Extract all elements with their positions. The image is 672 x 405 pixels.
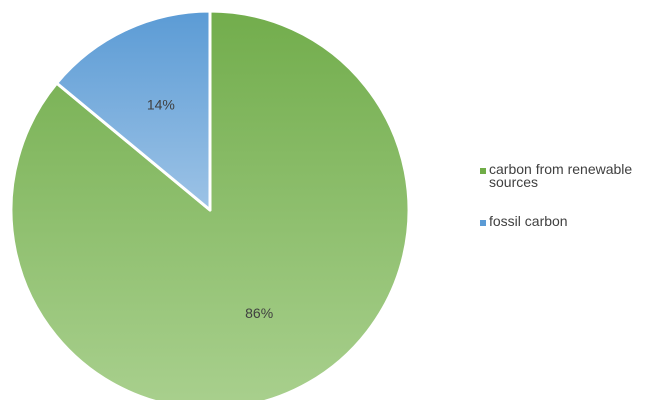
legend-swatch-fossil (480, 220, 486, 226)
legend-item-renewable: carbon from renewable sources (480, 161, 670, 190)
pie-slice-fossil (55, 9, 212, 212)
pie-slices (9, 9, 411, 405)
legend: carbon from renewable sources fossil car… (480, 161, 670, 254)
data-label-renewable: 86% (245, 305, 273, 321)
pie-data-labels: 86% 14% (147, 96, 273, 321)
data-label-fossil: 14% (147, 96, 175, 112)
pie-slice-renewable (9, 9, 411, 405)
legend-swatch-renewable (480, 168, 486, 174)
legend-label-fossil: fossil carbon (489, 213, 568, 229)
legend-label-renewable: carbon from renewable sources (489, 161, 633, 190)
legend-item-fossil: fossil carbon (480, 213, 670, 229)
